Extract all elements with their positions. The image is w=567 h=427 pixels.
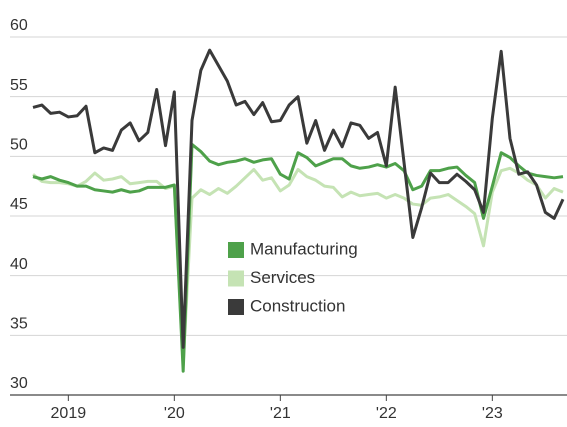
y-tick-label: 45 [10, 196, 28, 213]
legend-label: Manufacturing [250, 239, 358, 258]
x-tick-label: 2019 [51, 405, 87, 422]
y-tick-label: 55 [10, 77, 28, 94]
y-tick-label: 35 [10, 316, 28, 333]
legend-swatch [228, 270, 244, 287]
y-tick-label: 40 [10, 256, 28, 273]
x-tick-label: '23 [482, 405, 503, 422]
x-tick-label: '20 [164, 405, 185, 422]
y-tick-label: 60 [10, 17, 28, 34]
series-line [32, 142, 564, 373]
legend-swatch [228, 242, 244, 258]
series-line [32, 48, 565, 349]
y-tick-label: 30 [10, 375, 28, 392]
series-line [32, 166, 564, 367]
x-tick-label: '22 [376, 405, 397, 422]
y-tick-label: 50 [10, 137, 28, 154]
legend-swatch [228, 299, 244, 315]
x-tick-label: '21 [270, 405, 291, 422]
legend-label: Services [250, 268, 315, 287]
legend-label: Construction [250, 296, 345, 315]
